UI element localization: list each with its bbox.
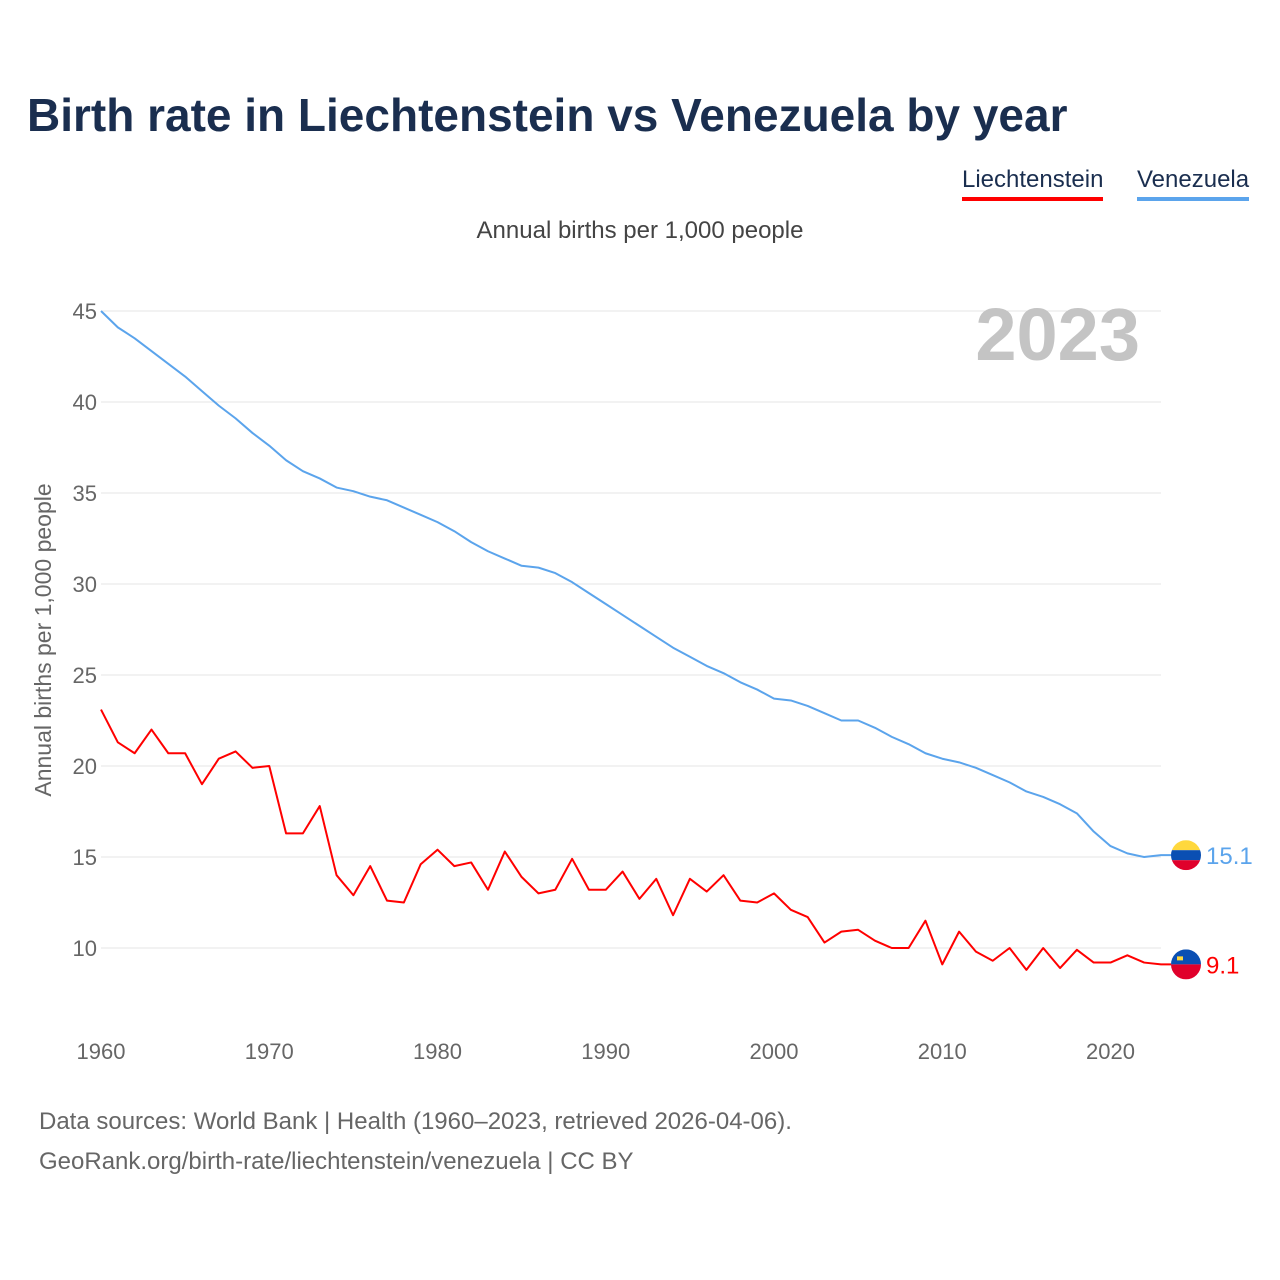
y-tick-label: 10 — [73, 936, 97, 961]
y-tick-label: 40 — [73, 390, 97, 415]
y-tick-label: 20 — [73, 754, 97, 779]
x-tick-label: 2020 — [1086, 1039, 1135, 1064]
end-value-label: 15.1 — [1206, 843, 1253, 870]
liechtenstein-flag-icon — [1171, 949, 1201, 980]
legend-item-liechtenstein[interactable]: Liechtenstein — [962, 166, 1104, 201]
x-tick-label: 2010 — [918, 1039, 967, 1064]
y-axis-label: Annual births per 1,000 people — [30, 483, 56, 796]
chart-subtitle: Annual births per 1,000 people — [476, 217, 804, 244]
y-tick-label: 45 — [73, 299, 97, 324]
end-value-label: 9.1 — [1206, 952, 1239, 979]
chart-title: Birth rate in Liechtenstein vs Venezuela… — [27, 89, 1068, 141]
x-tick-label: 1980 — [413, 1039, 462, 1064]
footer-sources: Data sources: World Bank | Health (1960–… — [39, 1108, 792, 1135]
y-tick-label: 30 — [73, 572, 97, 597]
legend-item-venezuela[interactable]: Venezuela — [1137, 166, 1250, 201]
venezuela-flag-icon — [1171, 840, 1201, 871]
y-tick-label: 35 — [73, 481, 97, 506]
y-tick-label: 25 — [73, 663, 97, 688]
series-line-liechtenstein — [100, 709, 1171, 971]
footer-url[interactable]: GeoRank.org/birth-rate/liechtenstein/ven… — [39, 1148, 634, 1175]
year-watermark: 2023 — [975, 293, 1140, 376]
x-tick-label: 2000 — [750, 1039, 799, 1064]
x-tick-label: 1990 — [581, 1039, 630, 1064]
x-tick-label: 1970 — [245, 1039, 294, 1064]
series-line-venezuela — [100, 310, 1171, 858]
x-tick-label: 1960 — [77, 1039, 126, 1064]
y-tick-label: 15 — [73, 845, 97, 870]
